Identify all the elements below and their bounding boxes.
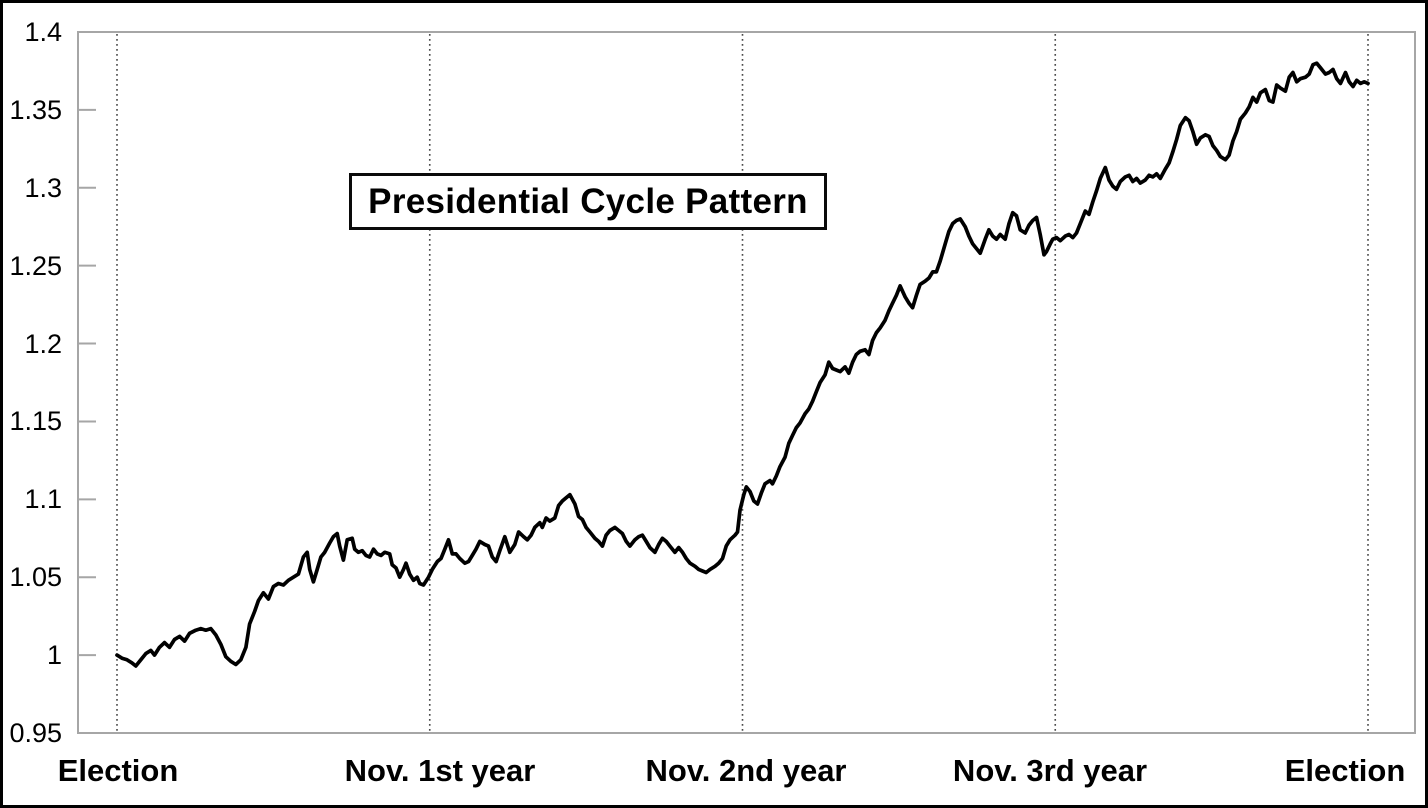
y-axis-tick-label: 1.1 <box>24 484 62 515</box>
y-axis-tick-label: 1.15 <box>9 406 62 437</box>
y-axis-tick-label: 1 <box>46 640 62 671</box>
y-axis-tick-label: 0.95 <box>9 718 62 748</box>
x-axis-category-label: Nov. 2nd year <box>645 753 847 788</box>
x-axis-category-label: Election <box>1284 753 1406 788</box>
y-axis-tick-label: 1.2 <box>24 328 62 359</box>
y-axis-tick-label: 1.05 <box>9 562 62 593</box>
y-axis-tick-label: 1.4 <box>24 17 62 47</box>
x-axis-category-label: Nov. 1st year <box>344 753 536 788</box>
chart-title: Presidential Cycle Pattern <box>368 181 808 221</box>
x-axis-category-label: Nov. 3rd year <box>952 753 1148 788</box>
y-axis-tick-label: 1.3 <box>24 172 62 203</box>
y-axis-tick-label: 1.35 <box>9 94 62 125</box>
cycle-pattern-line <box>115 61 1370 668</box>
plot-border <box>77 31 1416 734</box>
chart-title-box: Presidential Cycle Pattern <box>349 173 827 230</box>
x-axis-category-label: Election <box>57 753 179 788</box>
y-axis-tick-label: 1.25 <box>9 250 62 281</box>
